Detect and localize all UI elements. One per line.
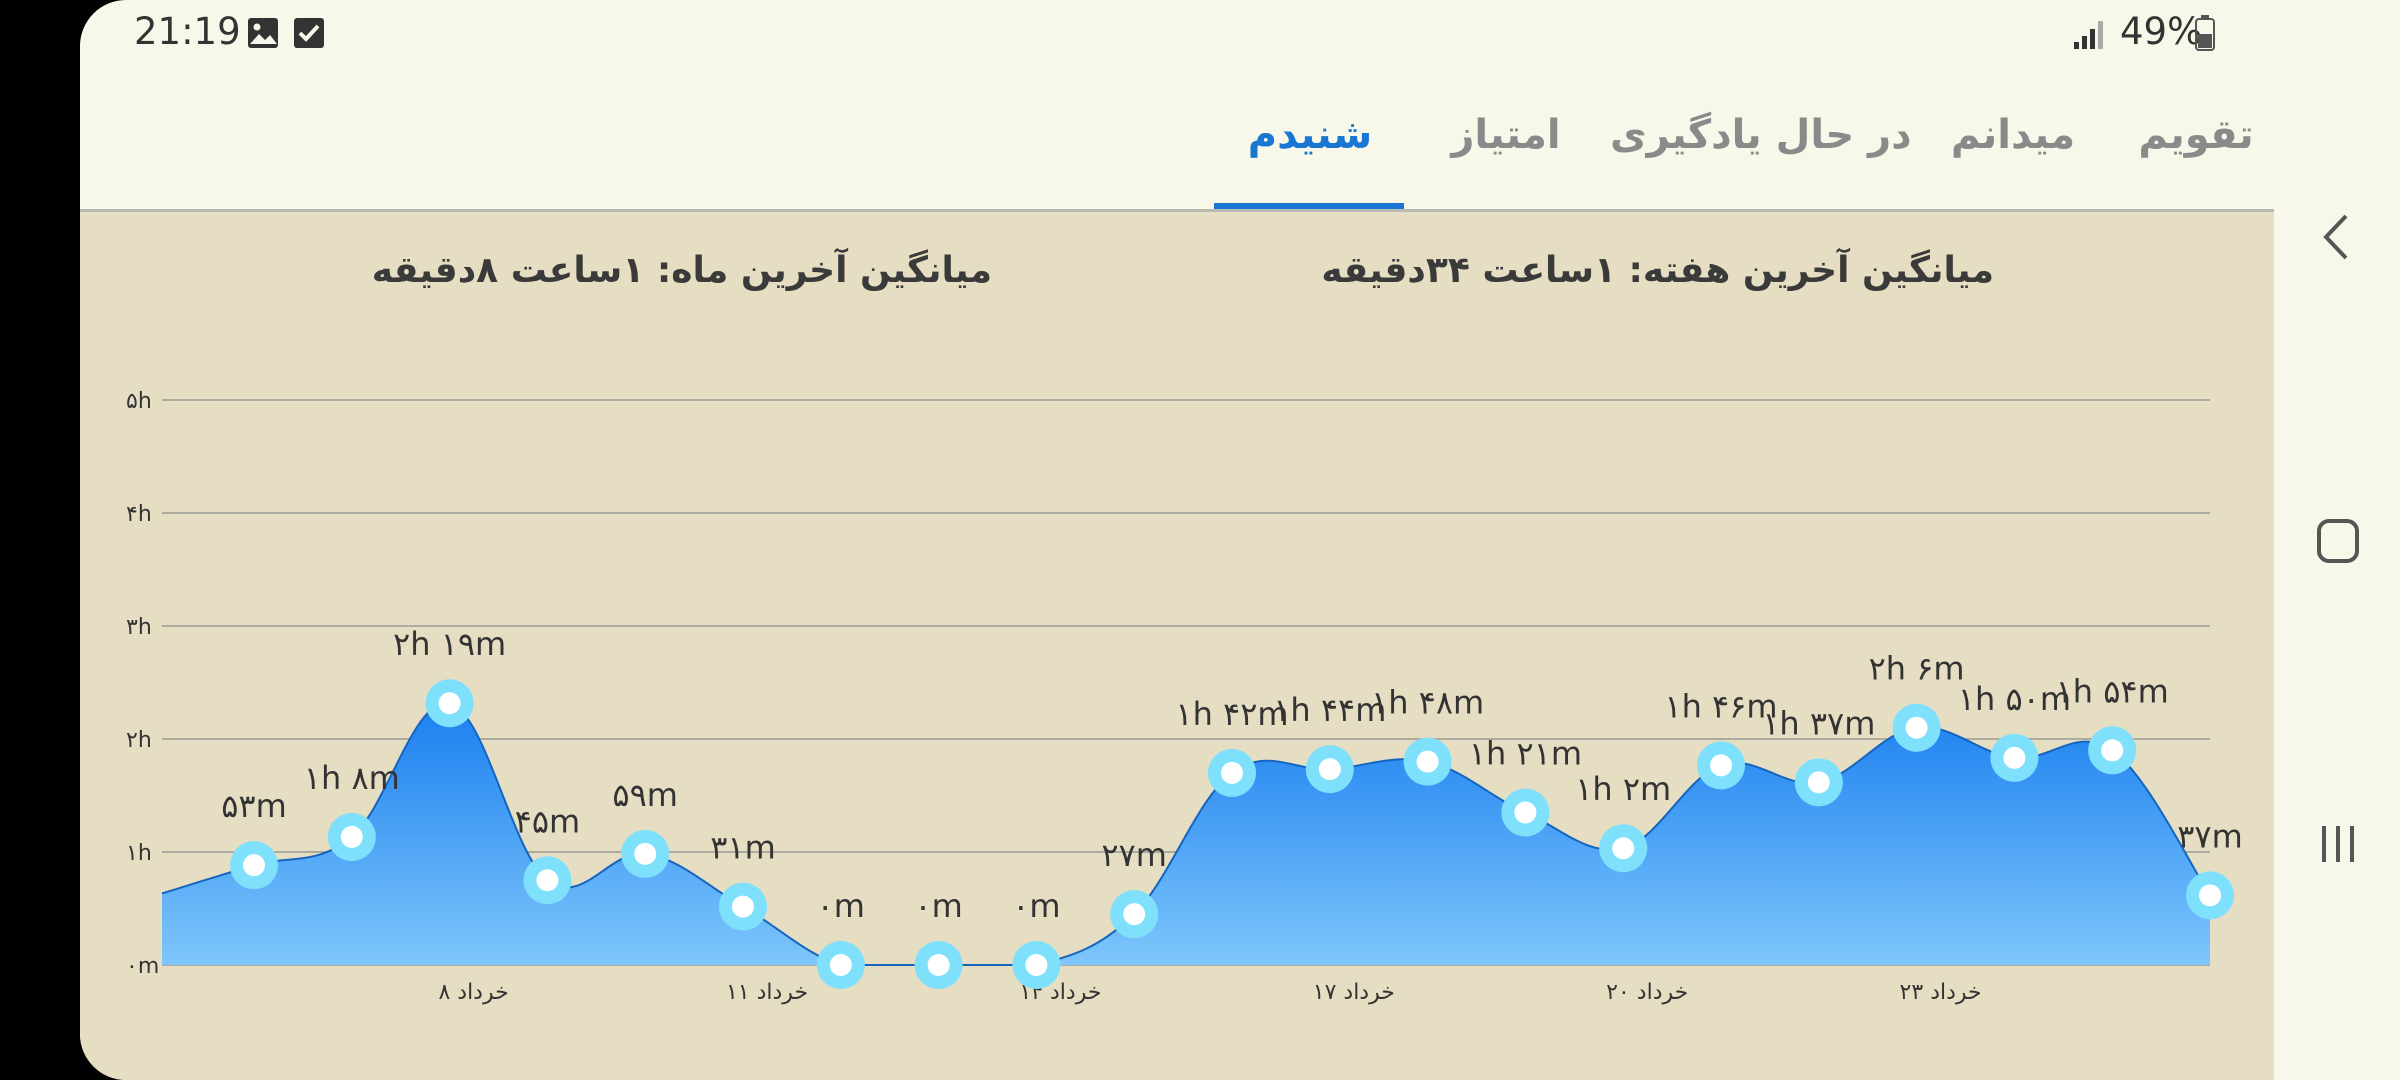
data-point-center [927,954,950,976]
y-tick-label: ۴h [126,502,152,527]
tab-known[interactable]: میدانم [1950,112,2076,158]
data-label: ۳۷m [2177,817,2243,855]
data-point-center [829,954,852,976]
data-point-center [1710,754,1732,777]
back-chevron-icon[interactable] [2318,212,2358,262]
data-label: ۰m [817,887,865,925]
x-tick-label: ۸ خرداد [438,980,508,1005]
data-label: ۱h ۴۸m [1371,684,1484,722]
battery-percent: 49% [2120,10,2203,53]
tab-calendar[interactable]: تقویم [2138,112,2254,158]
data-point-center [1612,837,1635,860]
image-icon [248,18,278,48]
data-label: ۱h ۲m [1575,770,1671,808]
tab-heard[interactable]: شنیدم [1247,112,1373,158]
stats-panel: میانگین آخرین هفته: ۱ساعت ۳۴دقیقه میانگی… [80,212,2274,1080]
data-label: ۱h ۵۰m [1958,680,2071,718]
week-average: میانگین آخرین هفته: ۱ساعت ۳۴دقیقه [1321,250,1994,291]
data-point-center [1905,716,1928,739]
data-label: ۱h ۳۷m [1762,704,1875,742]
series-line [161,702,2211,967]
data-label: ۰m [1012,887,1060,925]
data-label: ۱h ۴۴m [1273,691,1386,729]
battery-icon [2195,15,2215,51]
y-tick-label: ۵h [126,389,152,414]
data-point-center [1416,750,1439,773]
data-point-center [1807,771,1830,794]
data-point-center [438,692,461,715]
app-screen: 21:19 49% تقویم میدانم در حال یادگیری ام… [80,0,2274,1080]
data-point-center [2003,746,2026,769]
data-point-center [1221,761,1243,784]
y-tick-label: ۲h [126,728,152,753]
data-point-center [732,895,754,918]
tab-divider [80,209,2274,212]
x-tick-label: ۱۷ خرداد [1313,980,1395,1005]
data-label: ۲h ۱۹m [393,625,506,663]
status-time: 21:19 [134,10,241,53]
data-label: ۴۵m [515,802,581,840]
data-point-center [1025,954,1048,976]
data-point-center [536,869,559,892]
area-series [162,702,2210,965]
tab-score[interactable]: امتیاز [1451,112,1561,158]
recents-lines-icon[interactable] [2318,822,2358,866]
data-label: ۳۱m [710,829,776,867]
navigation-bar [2274,0,2400,1080]
active-tab-indicator [1214,203,1404,211]
tab-learning[interactable]: در حال یادگیری [1610,112,1912,158]
home-square-icon[interactable] [2316,518,2360,564]
checkbox-icon [294,18,324,48]
x-tick-label: ۱۱ خرداد [726,980,808,1005]
data-label: ۵۹m [612,776,678,814]
y-tick-label: ۱h [126,841,152,866]
data-label: ۱h ۴۶m [1664,687,1777,725]
data-point-center [2101,739,2124,762]
data-point-center [1123,903,1146,926]
y-tick-label: ۳h [126,615,152,640]
data-label: ۱h ۴۲m [1175,695,1288,733]
x-tick-label: ۲۳ خرداد [1900,980,1982,1005]
signal-icon [2074,21,2103,49]
data-label: ۱h ۸m [304,759,400,797]
data-label: ۲h ۶m [1869,650,1965,688]
y-tick-label: ۰m [126,954,159,979]
data-label: ۱h ۲۱m [1469,734,1582,772]
data-point-center [2199,884,2221,907]
data-label: ۰m [914,887,962,925]
x-tick-label: ۲۰ خرداد [1606,980,1688,1005]
data-point-center [634,842,657,865]
data-point-center [340,825,363,848]
month-average: میانگین آخرین ماه: ۱ساعت ۸دقیقه [371,250,992,291]
data-point-center [1514,801,1537,824]
tab-bar: تقویم میدانم در حال یادگیری امتیاز شنیدم [80,92,2274,212]
data-label: ۲۷m [1101,836,1167,874]
data-label: ۱h ۵۴m [2056,672,2169,710]
data-label: ۵۳m [221,787,287,825]
data-point-center [1318,758,1341,781]
data-point-center [243,854,265,877]
